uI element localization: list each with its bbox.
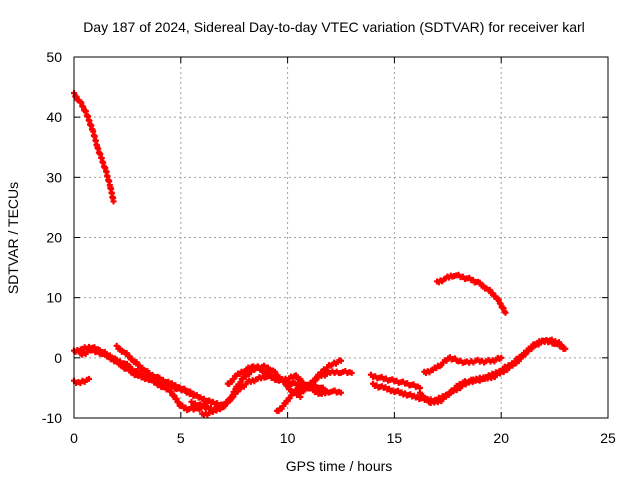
y-axis-label: SDTVAR / TECUs <box>5 182 21 294</box>
data-point <box>338 357 344 364</box>
data-point <box>123 350 130 357</box>
data-point <box>338 389 344 396</box>
x-axis-label: GPS time / hours <box>286 458 393 474</box>
data-point <box>486 286 493 293</box>
y-tick-label: 0 <box>54 350 62 366</box>
y-tick-label: 30 <box>46 169 62 185</box>
y-tick-label: 40 <box>46 109 62 125</box>
data-point <box>271 368 278 375</box>
data-point <box>133 359 140 366</box>
y-tick-label: 20 <box>46 230 62 246</box>
data-point <box>293 387 300 394</box>
data-layer <box>71 90 569 419</box>
data-point <box>73 93 80 100</box>
data-point <box>173 395 180 402</box>
data-point <box>348 369 355 376</box>
x-tick-label: 0 <box>70 430 78 446</box>
tick-layer: 0 5 10 15 20 25 -10 0 10 20 30 40 50 <box>42 49 616 446</box>
data-point <box>297 376 304 383</box>
y-tick-label: 10 <box>46 290 62 306</box>
data-point <box>522 351 529 358</box>
data-point <box>420 392 427 399</box>
data-point <box>502 309 509 316</box>
data-point <box>560 344 567 350</box>
y-tick-label: -10 <box>42 410 62 426</box>
x-tick-label: 5 <box>177 430 185 446</box>
chart-title: Day 187 of 2024, Sidereal Day-to-day VTE… <box>83 19 585 35</box>
data-point <box>110 198 117 205</box>
data-point <box>293 372 300 379</box>
data-point <box>498 354 505 361</box>
data-point <box>126 353 133 360</box>
data-point <box>555 339 562 346</box>
data-point <box>168 388 175 395</box>
x-tick-label: 15 <box>387 430 403 446</box>
x-tick-label: 20 <box>493 430 509 446</box>
data-point <box>114 358 121 365</box>
grid-layer <box>74 57 608 418</box>
x-tick-label: 25 <box>600 430 616 446</box>
x-tick-label: 10 <box>280 430 296 446</box>
data-point <box>86 375 92 382</box>
y-tick-label: 50 <box>46 49 62 65</box>
